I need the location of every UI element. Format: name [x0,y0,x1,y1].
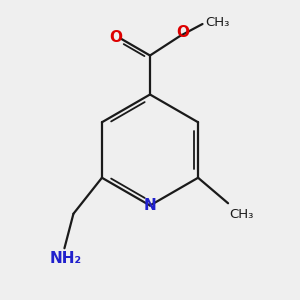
Text: O: O [176,25,189,40]
Text: CH₃: CH₃ [205,16,229,29]
Text: N: N [144,198,156,213]
Text: O: O [110,30,123,45]
Text: NH₂: NH₂ [50,251,82,266]
Text: CH₃: CH₃ [230,208,254,221]
